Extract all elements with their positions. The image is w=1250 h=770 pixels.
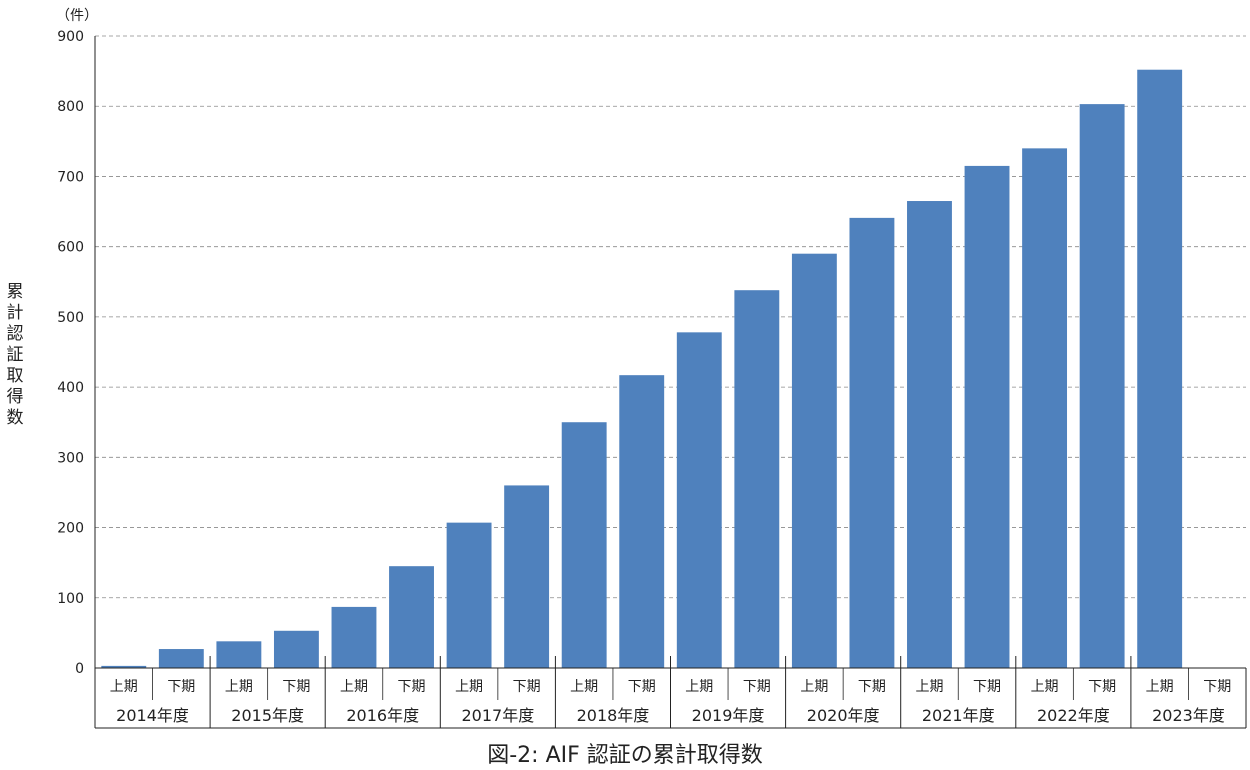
- bar: [619, 375, 665, 668]
- bar: [273, 630, 319, 668]
- year-label: 2019年度: [692, 706, 765, 725]
- y-tick-label: 400: [57, 380, 84, 396]
- y-tick-labels: 0 100 200 300 400 500 600 700 800 900: [57, 29, 84, 677]
- y-unit-label: （件）: [56, 8, 98, 24]
- half-label: 下期: [628, 679, 656, 695]
- half-label: 上期: [340, 679, 368, 695]
- y-tick-label: 700: [57, 169, 84, 185]
- year-label: 2022年度: [1037, 706, 1110, 725]
- bar: [216, 641, 262, 668]
- year-label: 2023年度: [1152, 706, 1225, 725]
- figure-caption: 図-2: AIF 認証の累計取得数: [487, 743, 763, 768]
- bar: [158, 649, 204, 668]
- half-label: 上期: [225, 679, 253, 695]
- year-label: 2014年度: [116, 706, 189, 725]
- half-label: 下期: [398, 679, 426, 695]
- half-label: 上期: [685, 679, 713, 695]
- axes: [94, 36, 1247, 729]
- y-tick-label: 600: [57, 240, 84, 256]
- year-label: 2016年度: [346, 706, 419, 725]
- half-label: 上期: [800, 679, 828, 695]
- year-label: 2017年度: [461, 706, 534, 725]
- bar: [561, 422, 607, 668]
- y-tick-label: 200: [57, 521, 84, 537]
- half-label: 下期: [1203, 679, 1231, 695]
- half-label: 上期: [570, 679, 598, 695]
- y-tick-label: 500: [57, 310, 84, 326]
- bar: [907, 201, 952, 668]
- bar: [446, 522, 492, 668]
- year-label: 2015年度: [231, 706, 304, 725]
- y-tick-label: 800: [57, 99, 84, 115]
- bar: [1022, 148, 1068, 668]
- grid-lines: [95, 35, 1246, 599]
- bar: [849, 217, 895, 668]
- bar: [1079, 104, 1125, 669]
- half-label: 下期: [513, 679, 541, 695]
- y-tick-label: 300: [57, 450, 84, 466]
- x-category-labels: 上期 下期 2014年度 上期 下期 2015年度 上期 下期 2016年度 上期 下期 2017年度…: [110, 679, 1231, 725]
- bar: [964, 165, 1010, 668]
- year-label: 2018年度: [577, 706, 650, 725]
- bar: [791, 253, 837, 668]
- bar: [734, 290, 780, 668]
- y-tick-label: 900: [57, 29, 84, 45]
- half-label: 下期: [282, 679, 310, 695]
- half-label: 上期: [1146, 679, 1174, 695]
- bar: [331, 606, 377, 668]
- half-label: 下期: [858, 679, 886, 695]
- bar: [676, 332, 722, 668]
- half-label: 上期: [915, 679, 943, 695]
- half-label: 下期: [167, 679, 195, 695]
- y-tick-label: 100: [57, 591, 84, 607]
- half-label: 上期: [110, 679, 138, 695]
- bar: [1137, 69, 1183, 668]
- bar: [101, 665, 147, 668]
- bars: [101, 69, 1183, 669]
- half-label: 下期: [1088, 679, 1116, 695]
- y-axis-label: 累計認証取得数: [6, 282, 24, 428]
- year-label: 2021年度: [922, 706, 995, 725]
- year-label: 2020年度: [807, 706, 880, 725]
- half-label: 上期: [455, 679, 483, 695]
- bar: [504, 485, 550, 668]
- half-label: 上期: [1031, 679, 1059, 695]
- bar: [389, 566, 434, 668]
- y-tick-label: 0: [75, 661, 84, 677]
- half-label: 下期: [743, 679, 771, 695]
- half-label: 下期: [973, 679, 1001, 695]
